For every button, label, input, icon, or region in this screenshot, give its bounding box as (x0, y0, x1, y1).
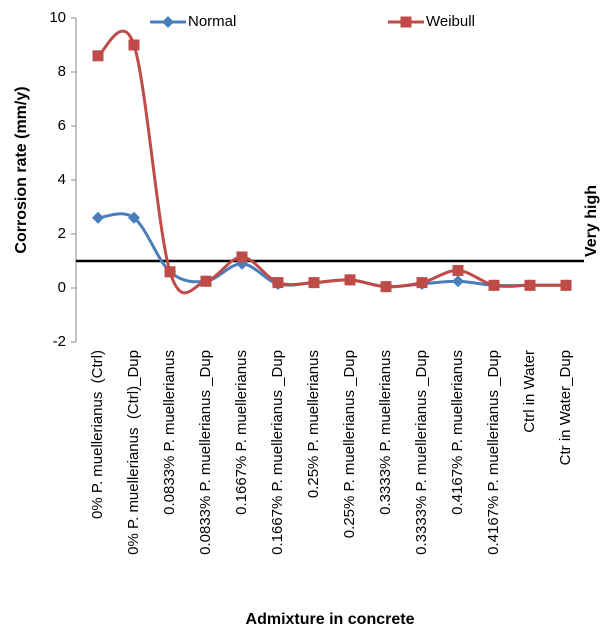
x-tick-label: 0% P. muellerianus (Ctrl)_Dup (125, 350, 142, 555)
point (560, 279, 572, 291)
point (236, 251, 248, 263)
y-tick-label: 10 (49, 9, 66, 26)
x-tick-label: 0.0833% P. muellerianus (161, 350, 178, 515)
point (164, 266, 176, 278)
x-tick-label: Ctrl in Water (521, 350, 538, 433)
x-tick-label: 0.1667% P. muellerianus (233, 350, 250, 515)
point (452, 275, 464, 288)
point (400, 16, 412, 28)
point (380, 281, 392, 293)
reference-label: Very high (583, 185, 600, 257)
legend-label: Normal (188, 13, 236, 30)
x-tick-label: 0.25% P. muellerianus _Dup (341, 350, 358, 538)
point (416, 277, 428, 289)
legend-label: Weibull (426, 13, 475, 30)
y-axis-title: Corrosion rate (mm/y) (13, 86, 30, 253)
point (452, 264, 464, 276)
x-tick-label: Ctr in Water_Dup (557, 350, 574, 465)
point (308, 277, 320, 289)
point (272, 277, 284, 289)
point (128, 39, 140, 51)
point (162, 16, 174, 28)
point (524, 279, 536, 291)
x-tick-label: 0.3333% P. muellerianus (377, 350, 394, 515)
point (488, 279, 500, 291)
point (200, 275, 212, 287)
point (92, 50, 104, 62)
y-tick-label: -2 (53, 333, 66, 350)
x-tick-label: 0.3333% P. muellerianus _Dup (413, 350, 430, 555)
y-tick-label: 8 (58, 63, 66, 80)
x-tick-label: 0.1667% P. muellerianus _Dup (269, 350, 286, 555)
x-tick-label: 0.4167% P. muellerianus _Dup (485, 350, 502, 555)
series-line (97, 29, 566, 295)
x-tick-label: 0.4167% P. muellerianus (449, 350, 466, 515)
point (92, 211, 104, 224)
point (344, 274, 356, 286)
point (128, 211, 140, 224)
x-tick-label: 0.0833% P. muellerianus _Dup (197, 350, 214, 555)
x-tick-label: 0% P. muellerianus (Ctrl) (89, 350, 106, 519)
y-tick-label: 6 (58, 117, 66, 134)
x-tick-label: 0.25% P. muellerianus (305, 350, 322, 498)
y-tick-label: 4 (58, 171, 66, 188)
y-tick-label: 2 (58, 225, 66, 242)
y-tick-label: 0 (58, 279, 66, 296)
x-axis-title: Admixture in concrete (246, 611, 415, 628)
